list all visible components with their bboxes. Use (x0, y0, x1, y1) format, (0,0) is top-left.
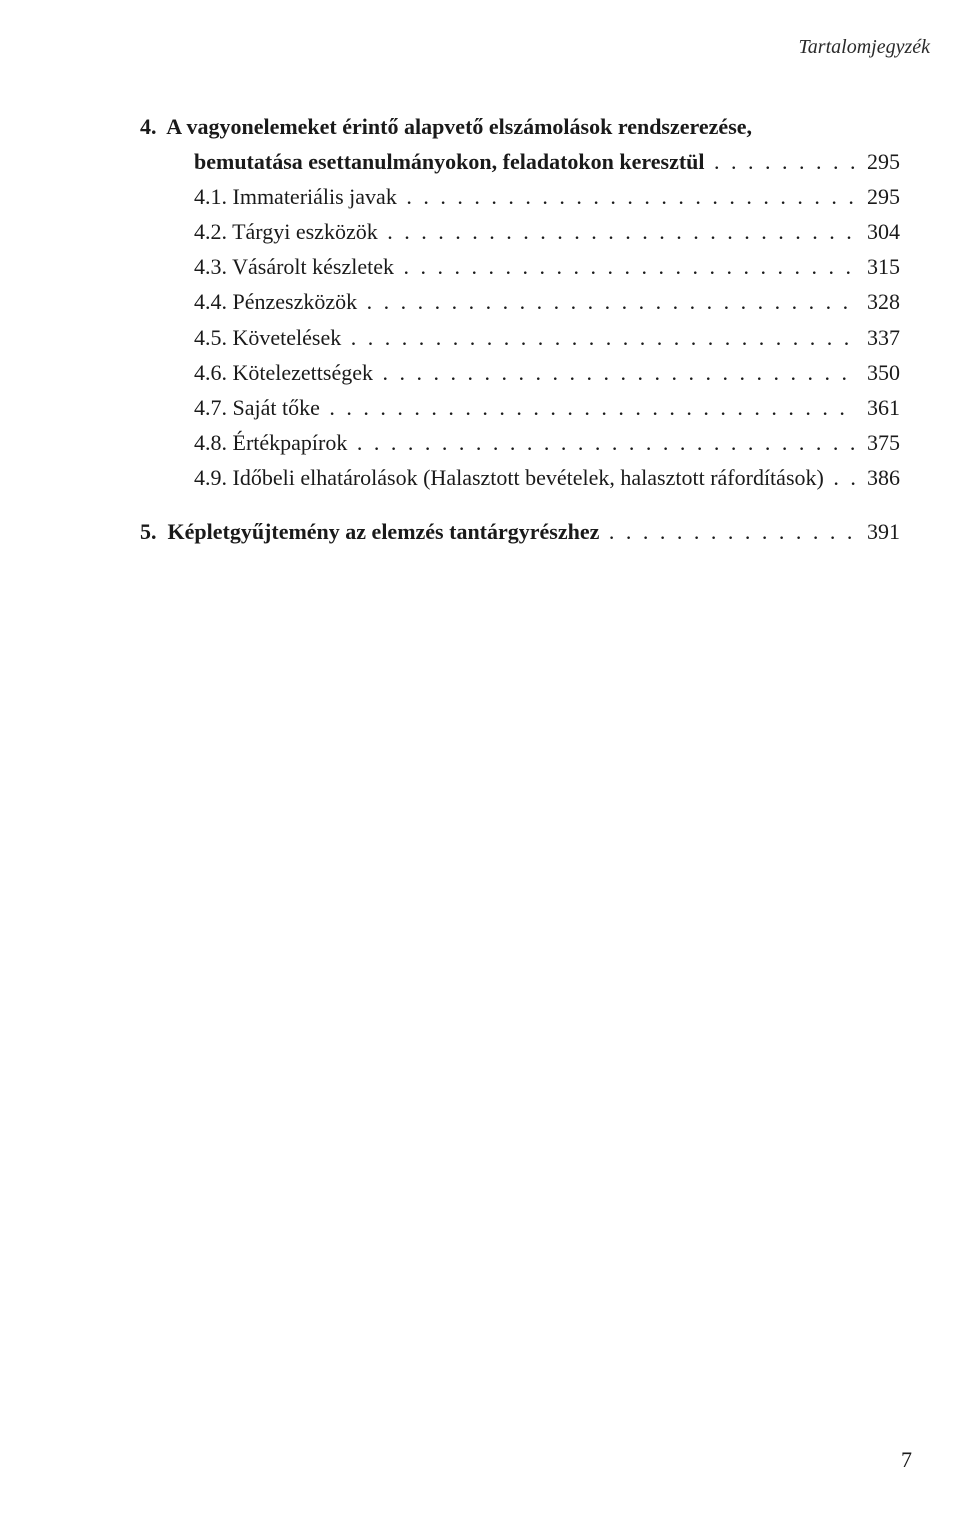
toc-page-number: 375 (856, 426, 900, 460)
toc-entry-label: 4.3. Vásárolt készletek (140, 250, 399, 284)
toc-entry: 4.1. Immateriális javak . . . . . . . . … (140, 180, 900, 214)
toc-entry-label: 4.8. Értékpapírok (140, 426, 353, 460)
toc-page-number: 386 (856, 461, 900, 495)
toc-page-number: 337 (856, 321, 900, 355)
toc-page-number: 350 (856, 356, 900, 390)
toc-entry: 4.9. Időbeli elhatárolások (Halasztott b… (140, 461, 900, 495)
toc-entry-label: 4.2. Tárgyi eszközök (140, 215, 383, 249)
running-head: Tartalomjegyzék (799, 36, 930, 59)
toc-section-4-line1: 4. A vagyonelemeket érintő alapvető elsz… (140, 110, 900, 144)
toc-entry: 4.6. Kötelezettségek . . . . . . . . . .… (140, 356, 900, 390)
spacer (140, 496, 900, 514)
toc-leader-dots: . . . . . . . . . . . . . . . . . . . . … (829, 461, 856, 495)
toc-entry: 4.5. Követelések . . . . . . . . . . . .… (140, 321, 900, 355)
toc-entry-label: 4.5. Követelések (140, 321, 347, 355)
toc-page-number: 361 (856, 391, 900, 425)
toc-section-label: bemutatása esettanulmányokon, feladatoko… (140, 145, 710, 179)
toc-entry-label: 4.4. Pénzeszközök (140, 285, 363, 319)
table-of-contents: 4. A vagyonelemeket érintő alapvető elsz… (140, 110, 900, 549)
toc-entry: 4.4. Pénzeszközök . . . . . . . . . . . … (140, 285, 900, 319)
toc-leader-dots: . . . . . . . . . . . . . . . . . . . . … (383, 215, 856, 249)
toc-section-4-line2: bemutatása esettanulmányokon, feladatoko… (140, 145, 900, 179)
toc-entry-label: 4.7. Saját tőke (140, 391, 325, 425)
page: Tartalomjegyzék 4. A vagyonelemeket érin… (0, 0, 960, 1523)
toc-leader-dots: . . . . . . . . . . . . . . . . . . . . … (379, 356, 857, 390)
toc-section-label: 5. Képletgyűjtemény az elemzés tantárgyr… (140, 515, 605, 549)
toc-leader-dots: . . . . . . . . . . . . . . . . . . . . … (347, 321, 856, 355)
toc-page-number: 295 (856, 145, 900, 179)
toc-entry: 4.2. Tárgyi eszközök . . . . . . . . . .… (140, 215, 900, 249)
toc-leader-dots: . . . . . . . . . . . . . . . . . . . . … (353, 426, 856, 460)
toc-leader-dots: . . . . . . . . . . . . . . . . . . . . … (363, 285, 856, 319)
toc-entry: 4.8. Értékpapírok . . . . . . . . . . . … (140, 426, 900, 460)
toc-leader-dots: . . . . . . . . . . . . . . . . . . . . … (399, 250, 856, 284)
toc-entry-label: 4.6. Kötelezettségek (140, 356, 379, 390)
toc-page-number: 328 (856, 285, 900, 319)
toc-leader-dots: . . . . . . . . . . . . . . . . . . . . … (325, 391, 856, 425)
toc-leader-dots: . . . . . . . . . . . . . . . . . . . . … (605, 515, 856, 549)
toc-page-number: 304 (856, 215, 900, 249)
toc-page-number: 295 (856, 180, 900, 214)
toc-leader-dots: . . . . . . . . . . . . . . . . . . . . … (402, 180, 856, 214)
toc-entry-label: 4.1. Immateriális javak (140, 180, 402, 214)
toc-section-5: 5. Képletgyűjtemény az elemzés tantárgyr… (140, 515, 900, 549)
toc-entry: 4.3. Vásárolt készletek . . . . . . . . … (140, 250, 900, 284)
toc-page-number: 315 (856, 250, 900, 284)
toc-section-label: 4. A vagyonelemeket érintő alapvető elsz… (140, 110, 752, 144)
toc-page-number: 391 (856, 515, 900, 549)
toc-entry-label: 4.9. Időbeli elhatárolások (Halasztott b… (140, 461, 829, 495)
page-number: 7 (901, 1447, 912, 1473)
toc-leader-dots: . . . . . . . . . . . . . . . . . . . . … (710, 145, 856, 179)
toc-entry: 4.7. Saját tőke . . . . . . . . . . . . … (140, 391, 900, 425)
